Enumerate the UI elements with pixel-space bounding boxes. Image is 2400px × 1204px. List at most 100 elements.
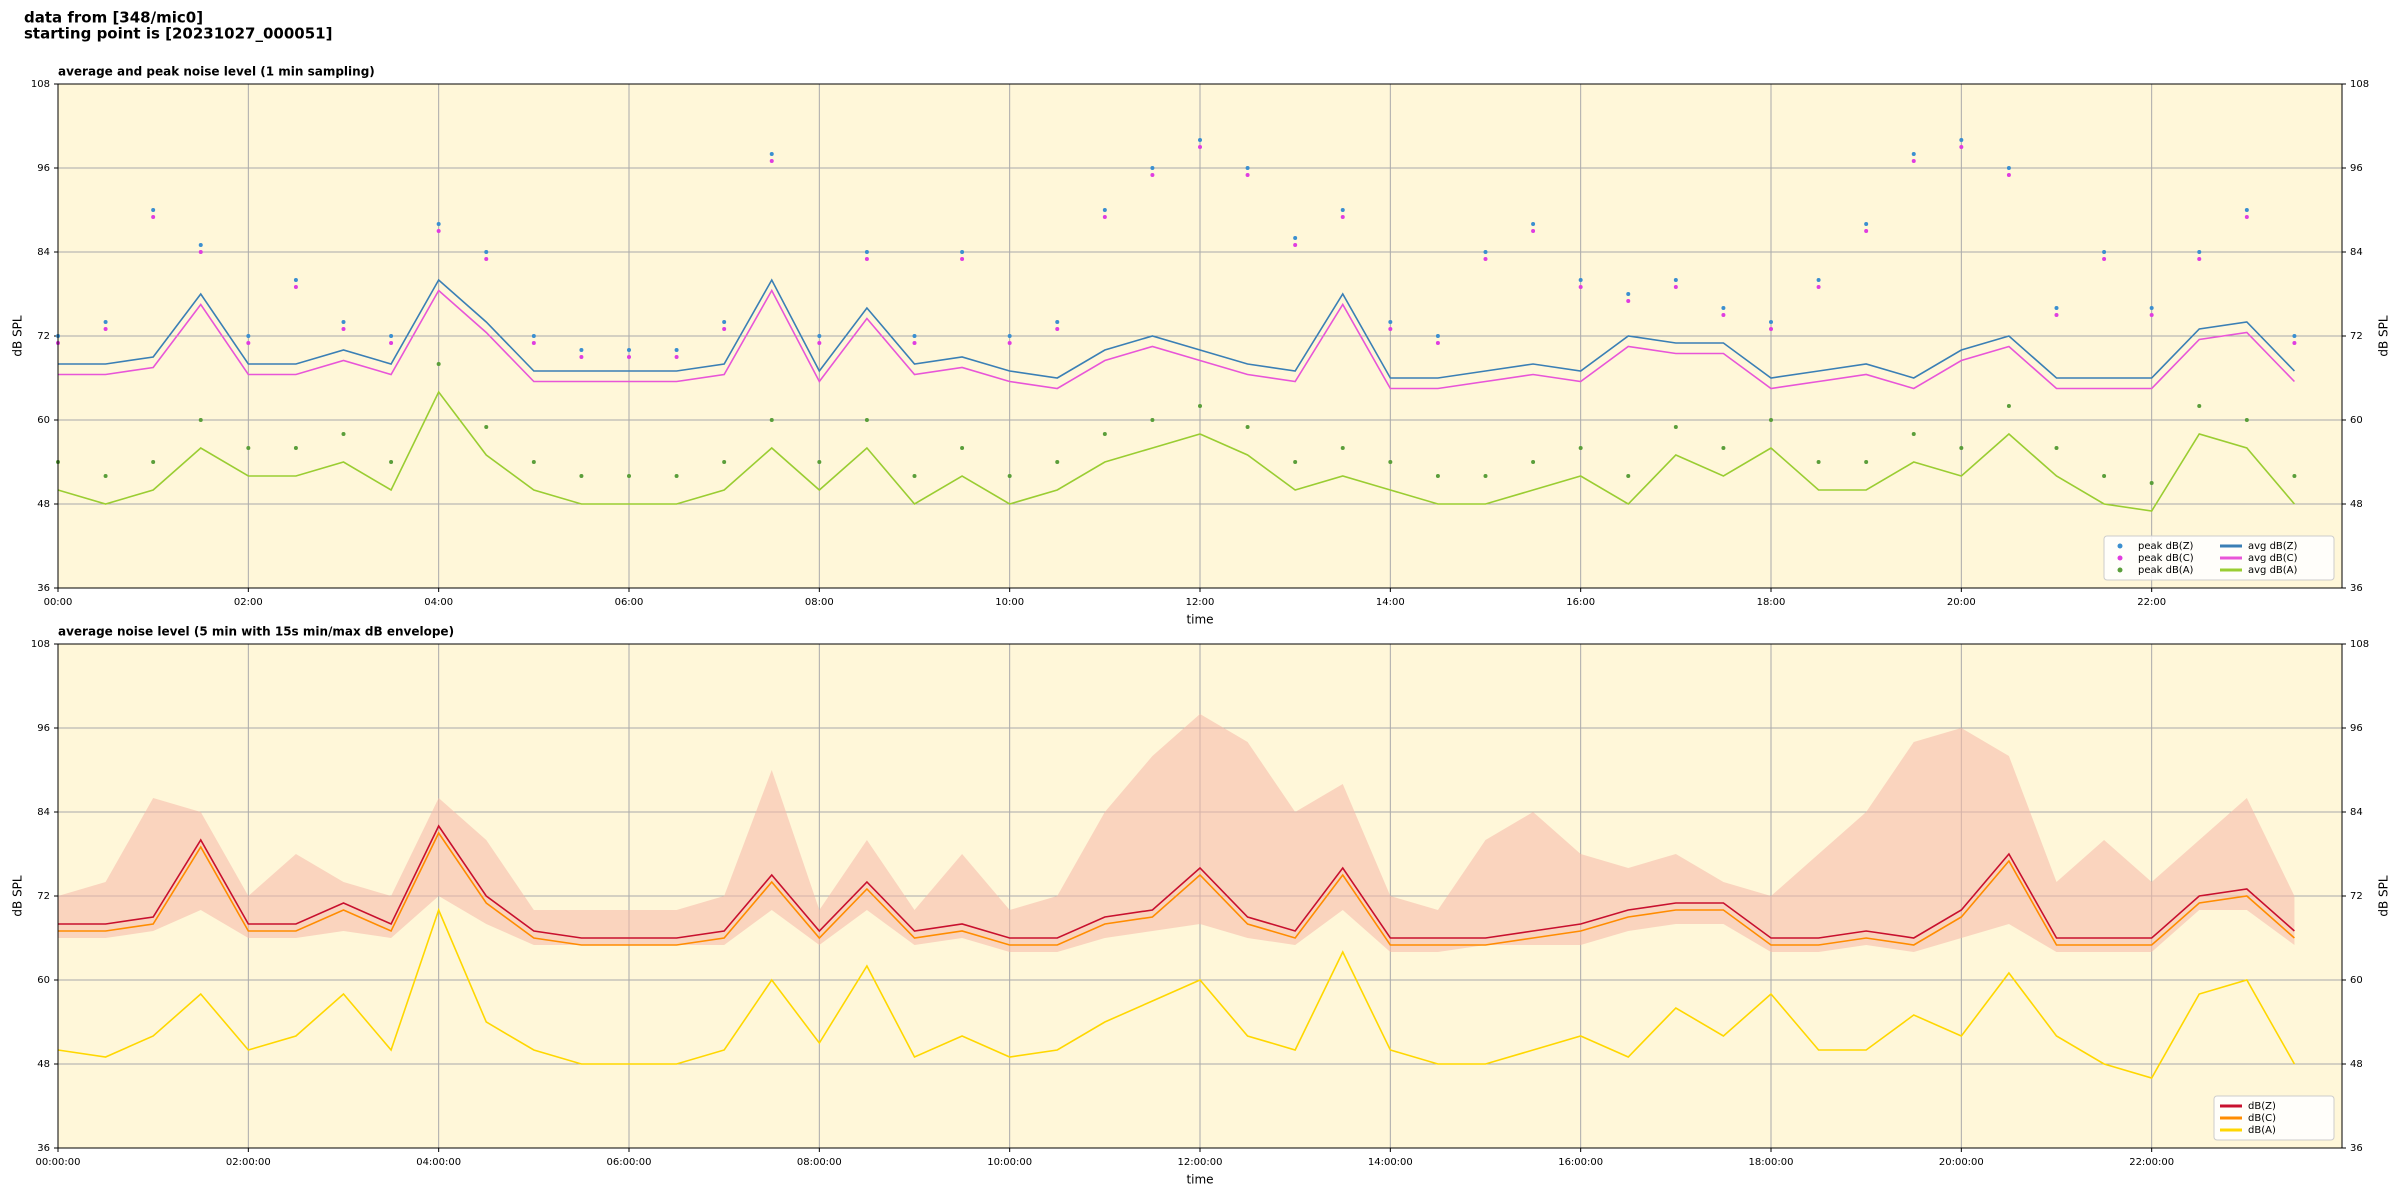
peak-point (1626, 474, 1631, 478)
peak-point (1435, 474, 1440, 478)
peak-point (1388, 327, 1393, 331)
peak-point (1721, 313, 1726, 317)
y-tick-label: 108 (31, 639, 50, 650)
legend-label: peak dB(Z) (2138, 541, 2194, 552)
peak-point (817, 334, 822, 338)
peak-point (1911, 159, 1916, 163)
peak-point (769, 159, 774, 163)
y-tick-label: 96 (37, 723, 50, 734)
header-start: starting point is [20231027_000051] (24, 25, 332, 43)
x-tick-label: 10:00:00 (987, 1157, 1032, 1168)
peak-point (1483, 257, 1488, 261)
peak-point (1864, 222, 1869, 226)
peak-point (1007, 474, 1012, 478)
peak-point (1340, 446, 1345, 450)
peak-point (1531, 229, 1536, 233)
peak-point (627, 355, 631, 359)
y2-tick-label: 36 (2350, 1143, 2363, 1154)
peak-point (1198, 138, 1202, 142)
legend-label: dB(C) (2248, 1113, 2276, 1124)
peak-point (341, 432, 346, 436)
peak-point (1055, 320, 1060, 324)
x-axis-label: time (1186, 613, 1213, 627)
peak-point (864, 418, 869, 422)
peak-point (1864, 460, 1869, 464)
peak-point (722, 460, 727, 464)
y2-tick-label: 84 (2350, 247, 2363, 258)
x-tick-label: 12:00:00 (1178, 1157, 1223, 1168)
peak-point (246, 334, 251, 338)
peak-point (1435, 334, 1440, 338)
x-axis-label: time (1186, 1173, 1213, 1187)
peak-point (2292, 474, 2297, 478)
peak-point (674, 474, 679, 478)
peak-point (1673, 425, 1678, 429)
peak-point (1769, 327, 1773, 331)
peak-point (198, 243, 203, 247)
peak-point (864, 250, 869, 254)
peak-point (1340, 215, 1345, 219)
y2-tick-label: 108 (2350, 79, 2369, 90)
x-tick-label: 14:00 (1376, 597, 1405, 608)
legend-label: peak dB(C) (2138, 553, 2194, 564)
series-line (57, 390, 2296, 512)
y2-axis-label: dB SPL (2377, 315, 2391, 357)
x-tick-label: 00:00:00 (36, 1157, 81, 1168)
peak-point (1102, 215, 1107, 219)
peak-point (1102, 432, 1107, 436)
envelope (58, 714, 2295, 952)
peak-point (1007, 334, 1012, 338)
peak-point (293, 446, 298, 450)
x-tick-label: 08:00:00 (797, 1157, 842, 1168)
peak-point (2054, 446, 2059, 450)
peak-point (198, 250, 203, 254)
y-tick-label: 36 (37, 1143, 50, 1154)
y2-tick-label: 60 (2350, 415, 2363, 426)
peak-point (1102, 208, 1107, 212)
peak-point (484, 257, 489, 261)
legend (2213, 1095, 2335, 1141)
peak-point (1198, 404, 1202, 408)
peak-point (960, 257, 965, 261)
peak-point (2054, 313, 2059, 317)
x-tick-label: 08:00 (805, 597, 834, 608)
peak-point (103, 327, 108, 331)
peak-point (769, 152, 774, 156)
panel-title: average and peak noise level (1 min samp… (58, 65, 375, 79)
peak-point (1055, 460, 1060, 464)
peak-point (103, 474, 108, 478)
y2-tick-label: 96 (2350, 723, 2363, 734)
y2-tick-label: 48 (2350, 1059, 2363, 1070)
peak-point (2006, 173, 2011, 177)
x-tick-label: 16:00 (1566, 597, 1595, 608)
peak-point (2149, 481, 2154, 485)
peak-point (1007, 341, 1012, 345)
peak-point (1721, 446, 1726, 450)
y-tick-label: 60 (37, 975, 50, 986)
peak-point (1911, 152, 1916, 156)
x-tick-label: 10:00 (995, 597, 1024, 608)
peak-point (912, 334, 917, 338)
peak-point (722, 327, 727, 331)
peak-point (1293, 236, 1298, 240)
peak-point (1959, 145, 1964, 149)
y2-tick-label: 36 (2350, 583, 2363, 594)
panel: average and peak noise level (1 min samp… (11, 65, 2391, 627)
peak-point (1531, 460, 1536, 464)
peak-point (769, 418, 774, 422)
peak-point (674, 355, 679, 359)
peak-point (1673, 278, 1678, 282)
peak-point (1816, 285, 1821, 289)
peak-point (2102, 250, 2107, 254)
peak-point (1245, 425, 1250, 429)
y2-tick-label: 72 (2350, 331, 2363, 342)
header-source: data from [348/mic0] (24, 9, 203, 27)
x-tick-label: 12:00 (1186, 597, 1215, 608)
x-tick-label: 02:00 (234, 597, 263, 608)
y2-tick-label: 84 (2350, 807, 2363, 818)
x-tick-label: 20:00 (1947, 597, 1976, 608)
peak-point (960, 446, 965, 450)
x-tick-label: 04:00:00 (416, 1157, 461, 1168)
